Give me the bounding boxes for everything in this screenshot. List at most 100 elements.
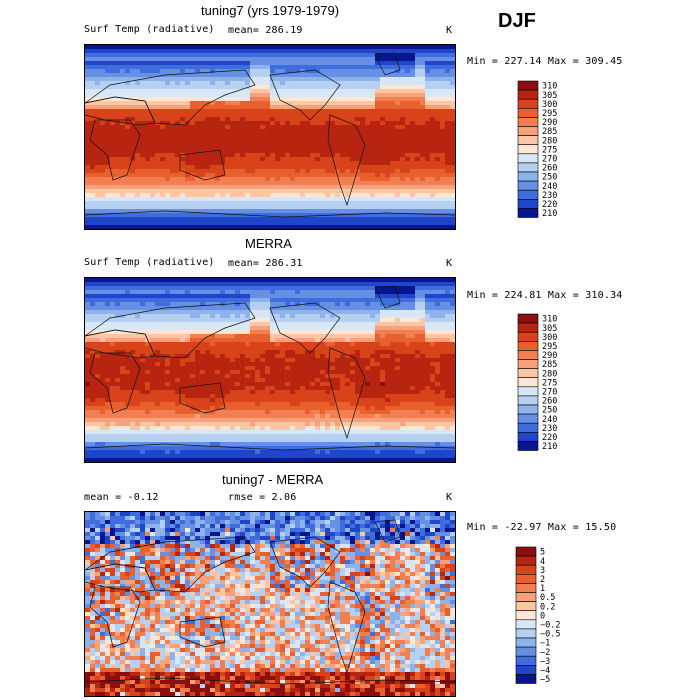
panel3-map (84, 511, 456, 697)
coastline-path (327, 114, 366, 207)
colorbar-swatch (515, 583, 537, 593)
colorbar-tick-label: −3 (540, 657, 550, 667)
coastline-path (327, 581, 366, 674)
colorbar-tick-label: 275 (542, 145, 557, 155)
colorbar-tick-label: 0.5 (540, 593, 555, 603)
colorbar-swatch (517, 89, 539, 100)
panel3-rmse: rmse = 2.06 (228, 492, 297, 503)
panel2-variable: Surf Temp (radiative) (84, 257, 215, 268)
colorbar-tick-label: 295 (542, 109, 557, 119)
colorbar-tick-label: 2 (540, 575, 545, 585)
colorbar-swatch (515, 610, 537, 621)
colorbar-swatch (515, 546, 537, 557)
colorbar-tick-label: 220 (542, 433, 557, 443)
colorbar-tick-label: 310 (542, 315, 557, 325)
colorbar-tick-label: 240 (542, 415, 557, 425)
colorbar-tick-label: 290 (542, 351, 557, 361)
colorbar-swatch (517, 386, 539, 397)
coastline-path (374, 52, 401, 76)
coastline-path (179, 616, 226, 648)
colorbar-tick-label: 285 (542, 127, 557, 137)
colorbar-tick-label: 5 (540, 548, 545, 558)
colorbar-swatch (515, 555, 537, 566)
colorbar-swatch (517, 313, 539, 324)
colorbar-swatch (517, 180, 539, 191)
colorbar-swatch (515, 601, 537, 611)
panel1-minmax: Min = 227.14 Max = 309.45 (467, 56, 623, 67)
panel2-map-svg (85, 278, 455, 462)
colorbar-tick-label: 1 (540, 584, 545, 594)
coastline-path (269, 302, 341, 354)
colorbar-tick-label: 295 (542, 342, 557, 352)
colorbar-swatch (515, 619, 537, 630)
panel1-map-svg (85, 45, 455, 229)
colorbar-swatch (517, 395, 539, 406)
coastlines (85, 519, 455, 685)
colorbar-tick-label: −0.2 (540, 621, 560, 631)
colorbar-swatch (517, 162, 539, 173)
colorbar-swatch (517, 322, 539, 333)
colorbar-swatch (515, 628, 537, 639)
colorbar-swatch (517, 331, 539, 342)
panel1-variable: Surf Temp (radiative) (84, 24, 215, 35)
colorbar-swatch (515, 674, 537, 684)
colorbar-swatch (515, 646, 537, 657)
colorbar-swatch (517, 350, 539, 360)
colorbar-swatch (517, 208, 539, 218)
colorbar-swatch (515, 573, 537, 584)
colorbar-tick-label: 310 (542, 82, 557, 92)
colorbar-swatch (517, 107, 539, 118)
coastline-path (85, 210, 455, 218)
colorbar-tick-label: 240 (542, 182, 557, 192)
colorbar-swatch (517, 80, 539, 91)
colorbar-swatch (517, 98, 539, 109)
colorbar-swatch (517, 117, 539, 127)
colorbar-swatch (515, 655, 537, 666)
coastline-path (85, 443, 455, 451)
colorbar-tick-label: 4 (540, 557, 545, 567)
colorbar-swatch (517, 441, 539, 451)
panel3-map-svg (85, 512, 455, 696)
colorbar-tick-label: 220 (542, 200, 557, 210)
panel3-mean: mean = -0.12 (84, 492, 159, 503)
colorbar-swatch (517, 171, 539, 182)
colorbar-swatch (517, 359, 539, 369)
coastlines (85, 52, 455, 218)
colorbar-swatch (517, 199, 539, 209)
coastline-path (269, 536, 341, 588)
panel1-units: K (446, 25, 453, 36)
colorbar-tick-label: −5 (540, 675, 550, 685)
panel2-map (84, 277, 456, 463)
colorbar-swatch (517, 422, 539, 433)
panel2-title: MERRA (245, 236, 292, 251)
colorbar-tick-label: 0 (540, 611, 545, 621)
colorbar-tick-label: 300 (542, 100, 557, 110)
coastline-path (85, 677, 455, 685)
colorbar-tick-label: 280 (542, 136, 557, 146)
panel2-colorbar-svg: 3103053002952902852802752702602502402302… (517, 313, 557, 452)
colorbar-tick-label: 290 (542, 118, 557, 128)
colorbar-tick-label: 230 (542, 424, 557, 434)
map-field (85, 512, 455, 696)
colorbar-tick-label: 270 (542, 155, 557, 165)
panel3-colorbar: 5 4 3 2 1 0.5 0.2 0 −0.2 −0.5 −1 −2 −3 −4 −5 (515, 546, 576, 693)
colorbar-tick-label: 270 (542, 388, 557, 398)
coastline-path (327, 347, 366, 440)
colorbar-tick-label: 300 (542, 333, 557, 343)
colorbar-tick-label: 260 (542, 164, 557, 174)
colorbar-swatch (517, 144, 539, 155)
colorbar-swatch (517, 340, 539, 351)
panel1-colorbar: 310 305 300 295 290 285 280 275 270 260 250 240 230 2… (517, 80, 578, 227)
coastline-path (89, 352, 141, 414)
colorbar-swatch (517, 135, 539, 145)
colorbar-swatch (515, 592, 537, 602)
coastlines (85, 285, 455, 451)
panel2-minmax: Min = 224.81 Max = 310.34 (467, 290, 623, 301)
season-label: DJF (498, 10, 536, 32)
colorbar-tick-label: −4 (540, 666, 550, 676)
coastline-path (85, 302, 256, 359)
colorbar-tick-label: 280 (542, 369, 557, 379)
colorbar-tick-label: 250 (542, 406, 557, 416)
panel1-mean: mean= 286.19 (228, 25, 303, 36)
